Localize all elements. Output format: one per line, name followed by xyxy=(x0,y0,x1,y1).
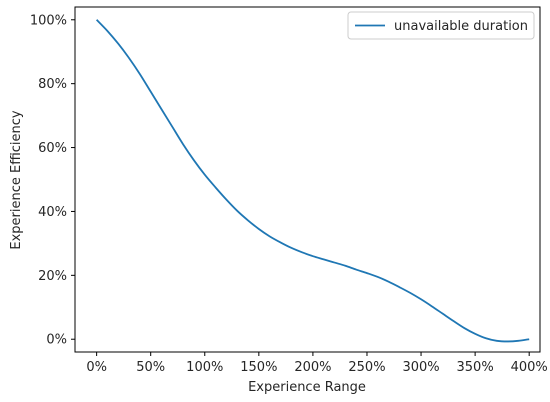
x-tick-label: 300% xyxy=(402,360,439,375)
y-tick-label: 0% xyxy=(46,333,67,348)
x-tick-label: 0% xyxy=(86,360,107,375)
x-axis-ticks: 0% 50% 100% 150% 200% 250% 300% 350% 400% xyxy=(86,352,548,375)
series-layer xyxy=(95,19,530,343)
y-axis-ticks: 0% 20% 40% 60% 80% 100% xyxy=(30,13,75,348)
y-tick-label: 20% xyxy=(38,269,67,284)
x-tick-label: 250% xyxy=(348,360,385,375)
y-tick-label: 80% xyxy=(38,77,67,92)
y-axis-label: Experience Efficiency xyxy=(9,110,24,250)
legend-box xyxy=(347,11,535,40)
series-line-unavailable-duration xyxy=(95,19,530,343)
x-tick-label: 400% xyxy=(511,360,548,375)
y-tick-label: 100% xyxy=(30,13,67,28)
plot-area xyxy=(74,6,541,353)
x-tick-label: 50% xyxy=(136,360,165,375)
y-tick-label: 40% xyxy=(38,205,67,220)
x-tick-label: 150% xyxy=(240,360,277,375)
x-tick-label: 200% xyxy=(294,360,331,375)
x-axis-label: Experience Range xyxy=(248,380,366,395)
x-tick-label: 100% xyxy=(186,360,223,375)
legend-label: unavailable duration xyxy=(394,19,528,34)
x-tick-label: 350% xyxy=(457,360,494,375)
y-tick-label: 60% xyxy=(38,141,67,156)
legend: unavailable duration xyxy=(347,11,535,40)
